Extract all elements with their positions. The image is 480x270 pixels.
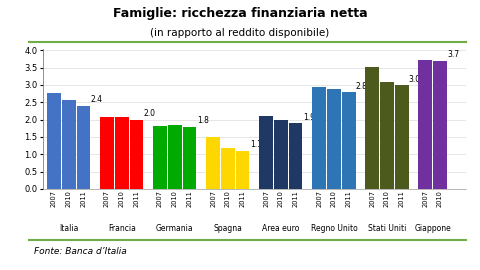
Text: Germania: Germania (156, 224, 193, 233)
Bar (168, 125, 181, 189)
Bar (380, 82, 394, 189)
Bar (312, 87, 326, 189)
Bar (153, 126, 167, 189)
Text: 1.1: 1.1 (250, 140, 262, 150)
Text: Francia: Francia (108, 224, 136, 233)
Bar (77, 106, 90, 189)
Bar (206, 137, 220, 189)
Bar (47, 93, 60, 189)
Text: 1.9: 1.9 (303, 113, 315, 122)
Text: Giappone: Giappone (414, 224, 451, 233)
Bar (100, 117, 114, 189)
Text: 2.8: 2.8 (356, 82, 368, 90)
Bar (62, 100, 75, 189)
Bar (365, 67, 379, 189)
Bar (221, 148, 235, 189)
Text: 3.0: 3.0 (409, 75, 421, 84)
Bar (433, 61, 447, 189)
Bar (130, 120, 144, 189)
Bar (183, 127, 196, 189)
Bar (419, 60, 432, 189)
Bar (395, 85, 408, 189)
Text: Regno Unito: Regno Unito (311, 224, 357, 233)
Bar (274, 120, 288, 189)
Text: 2.0: 2.0 (144, 109, 156, 118)
Bar (327, 89, 341, 189)
Text: 2.4: 2.4 (91, 95, 103, 104)
Bar (289, 123, 302, 189)
Text: Fonte: Banca d’Italia: Fonte: Banca d’Italia (34, 247, 126, 256)
Bar (115, 117, 129, 189)
Text: Italia: Italia (59, 224, 79, 233)
Text: (in rapporto al reddito disponibile): (in rapporto al reddito disponibile) (150, 28, 330, 38)
Text: Spagna: Spagna (214, 224, 242, 233)
Text: Famiglie: ricchezza finanziaria netta: Famiglie: ricchezza finanziaria netta (113, 7, 367, 20)
Bar (342, 92, 356, 189)
Text: 3.7: 3.7 (447, 50, 459, 59)
Bar (236, 151, 250, 189)
Text: 1.8: 1.8 (197, 116, 209, 125)
Text: Stati Uniti: Stati Uniti (368, 224, 406, 233)
Text: Area euro: Area euro (262, 224, 300, 233)
Bar (259, 116, 273, 189)
